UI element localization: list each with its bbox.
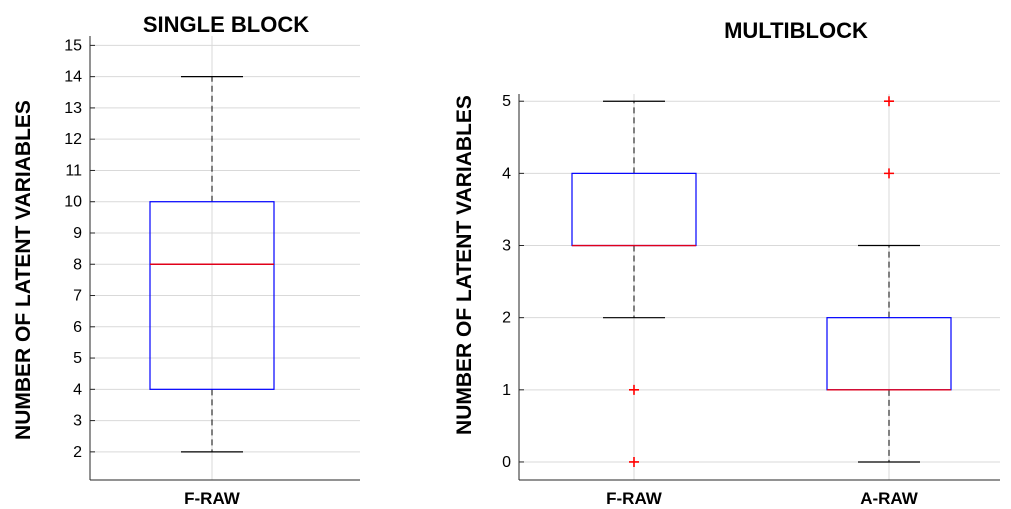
x-tick-label: A-RAW xyxy=(860,489,919,508)
y-tick-label: 1 xyxy=(502,382,511,399)
y-tick-label: 10 xyxy=(64,194,82,211)
y-axis-label: NUMBER OF LATENT VARIABLES xyxy=(12,100,35,440)
y-tick-label: 5 xyxy=(73,350,82,367)
y-tick-label: 2 xyxy=(73,444,82,461)
y-tick-label: 3 xyxy=(73,413,82,430)
y-tick-label: 3 xyxy=(502,238,511,255)
outlier-marker xyxy=(629,384,639,395)
y-tick-label: 4 xyxy=(73,381,82,398)
y-tick-label: 13 xyxy=(64,100,82,117)
y-tick-label: 5 xyxy=(502,93,511,110)
chart-title: SINGLE BLOCK xyxy=(143,12,309,37)
multiblock-panel: 0 1 2 3 4 5 MULTIBLOCK NUMBER OF LATENT VARIABL… xyxy=(453,18,1000,508)
y-tick-label: 2 xyxy=(502,310,511,327)
outlier-marker xyxy=(884,168,894,179)
y-tick-label: 11 xyxy=(65,162,82,179)
y-tick-label: 12 xyxy=(64,131,82,148)
y-tick-label: 4 xyxy=(502,165,511,182)
y-tick-label: 6 xyxy=(73,319,82,336)
box-f-raw xyxy=(571,100,697,467)
y-tick-label: 9 xyxy=(73,225,82,242)
box-a-raw xyxy=(826,96,952,463)
y-tick-label: 7 xyxy=(73,288,82,305)
outlier-marker xyxy=(884,96,894,107)
chart-title: MULTIBLOCK xyxy=(724,18,868,43)
y-tick-label: 14 xyxy=(64,69,82,86)
box-f-raw xyxy=(149,76,275,453)
y-tick-label: 0 xyxy=(502,454,511,471)
x-tick-label: F-RAW xyxy=(184,489,241,508)
y-tick-label: 8 xyxy=(73,256,82,273)
x-tick-label: F-RAW xyxy=(606,489,663,508)
single-block-panel: 2 3 4 5 6 7 8 9 10 11 12 13 14 15 SINGLE BLOCK NUMBER O… xyxy=(12,12,360,508)
y-axis-label: NUMBER OF LATENT VARIABLES xyxy=(453,95,476,435)
iqr-box xyxy=(149,201,275,390)
outlier-marker xyxy=(629,456,639,467)
y-tick-label: 15 xyxy=(64,37,82,54)
